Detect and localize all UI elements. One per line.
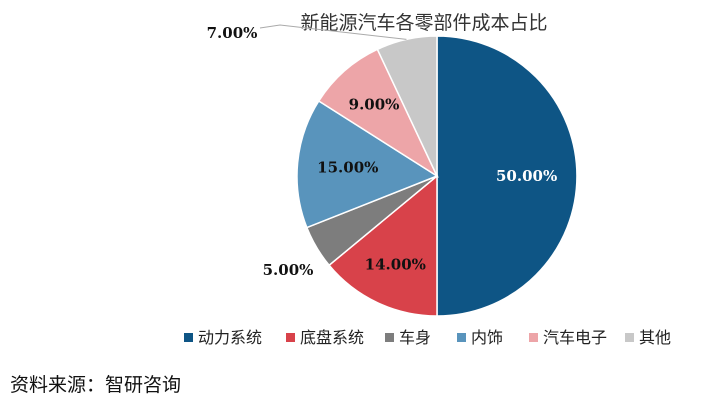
legend-item-5: 其他 xyxy=(625,328,671,347)
data-label-2: 5.00% xyxy=(263,261,314,279)
data-label-5: 7.00% xyxy=(207,24,258,42)
legend-label-2: 车身 xyxy=(399,328,431,347)
data-label-3: 15.00% xyxy=(317,159,378,177)
data-label-1: 14.00% xyxy=(365,256,426,274)
pie-slice-1 xyxy=(328,174,438,317)
leader-line-5 xyxy=(259,24,407,40)
legend-item-3: 内饰 xyxy=(457,328,503,347)
legend-label-4: 汽车电子 xyxy=(543,328,607,347)
pie-slice-4 xyxy=(317,48,439,179)
pie-slice-5 xyxy=(376,35,438,177)
legend-swatch-5 xyxy=(625,333,634,342)
legend-item-2: 车身 xyxy=(385,328,431,347)
legend-swatch-4 xyxy=(529,333,538,342)
data-label-0: 50.00% xyxy=(496,167,557,185)
legend-swatch-3 xyxy=(457,333,466,342)
legend-label-0: 动力系统 xyxy=(198,328,262,347)
legend-label-3: 内饰 xyxy=(471,328,503,347)
legend-label-5: 其他 xyxy=(639,328,671,347)
legend-item-1: 底盘系统 xyxy=(286,328,364,347)
chart-title: 新能源汽车各零部件成本占比 xyxy=(300,12,547,34)
legend-swatch-0 xyxy=(184,333,193,342)
pie-slice-3 xyxy=(296,99,439,229)
pie-slice-0 xyxy=(436,35,578,317)
legend-item-4: 汽车电子 xyxy=(529,328,607,347)
legend-swatch-1 xyxy=(286,333,295,342)
data-label-4: 9.00% xyxy=(349,96,400,114)
legend-label-1: 底盘系统 xyxy=(300,328,364,347)
legend-swatch-2 xyxy=(385,333,394,342)
source-note: 资料来源：智研咨询 xyxy=(10,374,182,396)
legend-item-0: 动力系统 xyxy=(184,328,262,347)
